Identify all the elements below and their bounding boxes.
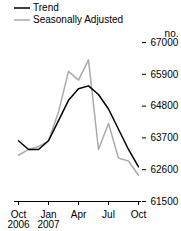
svg-text:Apr: Apr [71, 209, 87, 220]
html-text:Seasonally Adjusted: Seasonally Adjusted [33, 14, 124, 25]
svg-text:Oct: Oct [131, 209, 147, 220]
svg-text:Jan2007: Jan2007 [37, 209, 60, 230]
html-text:Trend: Trend [33, 2, 59, 13]
svg-text:64800: 64800 [151, 100, 179, 111]
svg-text:63700: 63700 [151, 132, 179, 143]
svg-text:Oct2006: Oct2006 [7, 209, 30, 230]
svg-text:65900: 65900 [151, 69, 179, 80]
svg-text:Jul: Jul [102, 209, 115, 220]
svg-text:61500: 61500 [151, 196, 179, 207]
svg-text:no.: no. [165, 28, 179, 39]
svg-text:67000: 67000 [150, 36, 179, 48]
svg-text:62600: 62600 [151, 164, 179, 175]
